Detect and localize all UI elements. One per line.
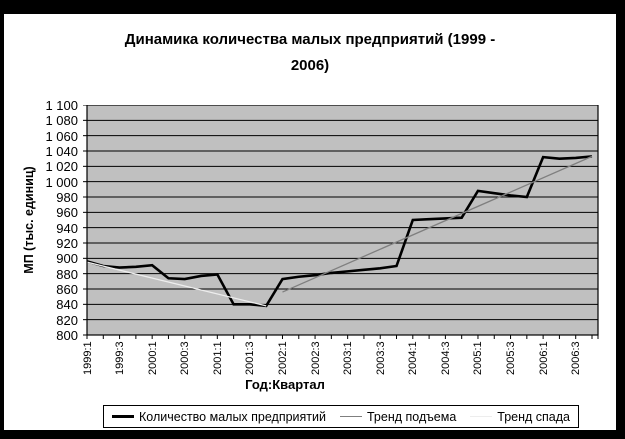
legend-item-uptrend: Тренд подъема (339, 409, 457, 424)
y-tick-label: 1 020 (45, 159, 78, 175)
x-axis-title: Год:Квартал (245, 377, 325, 392)
x-tick-label: 2005:1 (472, 341, 485, 375)
chart-title: Динамика количества малых предприятий (1… (124, 31, 496, 74)
y-tick-label: 900 (56, 251, 78, 267)
x-tick-label: 2004:3 (439, 341, 452, 375)
legend-label: Тренд спада (497, 409, 570, 424)
x-tick-label: 2000:3 (179, 341, 192, 375)
y-tick-label: 1 100 (45, 98, 78, 113)
x-tick-label: 2002:3 (309, 341, 322, 375)
x-tick-label: 1999:1 (81, 341, 94, 375)
legend-label: Тренд подъема (366, 409, 457, 424)
legend-item-downtrend: Тренд спада (470, 410, 570, 424)
uptrend-line-swatch-icon (339, 416, 362, 417)
x-tick-label: 2006:3 (570, 341, 583, 375)
y-tick-label: 1 040 (45, 144, 78, 159)
y-tick-label: 920 (56, 236, 78, 251)
downtrend-line-swatch-icon (470, 416, 493, 417)
y-tick-label: 800 (56, 328, 78, 343)
x-tick-label: 2001:3 (244, 341, 257, 375)
legend-label: Количество малых предприятий (139, 409, 326, 424)
y-tick-label: 1 000 (45, 174, 78, 190)
y-tick-label: 860 (56, 282, 78, 297)
x-tick-label: 2004:1 (407, 341, 420, 375)
x-tick-label: 2006:1 (537, 341, 550, 375)
x-tick-label: 2005:3 (505, 341, 518, 375)
x-tick-label: 2000:1 (146, 341, 159, 375)
y-tick-label: 940 (56, 220, 78, 236)
x-tick-label: 2003:3 (374, 341, 387, 375)
x-tick-label: 1999:3 (114, 341, 127, 375)
y-tick-label: 820 (56, 312, 78, 328)
legend-item-small-enterprises: Количество малых предприятий (112, 410, 326, 424)
x-tick-label: 2002:1 (276, 341, 289, 375)
legend: Количество малых предприятий Тренд подъе… (103, 405, 579, 428)
y-tick-label: 960 (56, 205, 78, 221)
x-tick-label: 2001:1 (211, 341, 224, 375)
y-tick-label: 1 060 (45, 128, 78, 144)
plot-area (83, 105, 599, 339)
y-tick-label: 880 (56, 266, 78, 282)
series-line-swatch-icon (112, 415, 134, 418)
y-tick-label: 1 080 (45, 113, 78, 129)
y-tick-label: 980 (56, 190, 78, 205)
chart-canvas: Динамика количества малых предприятий (1… (4, 14, 616, 430)
x-tick-label: 2003:1 (342, 341, 355, 375)
y-tick-label: 840 (56, 297, 78, 313)
